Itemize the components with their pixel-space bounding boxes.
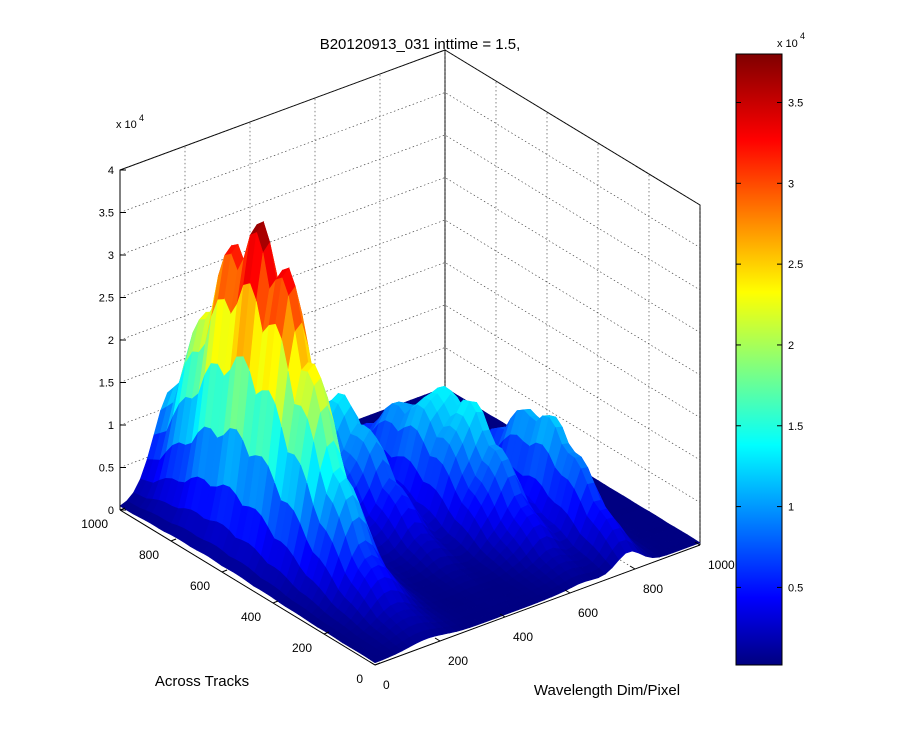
colorbar-tick-label: 2.5 [788, 259, 803, 271]
axes-front [119, 169, 701, 666]
grid-line-z-5 [119, 177, 701, 333]
z-axis: 0 0.5 1 1.5 2 2.5 3 3.5 4 [99, 165, 114, 517]
colorbar-gradient [735, 53, 783, 666]
grid-line-z-7 [119, 92, 701, 248]
colorbar-exponent: 4 [800, 31, 805, 41]
x-axis-label: Wavelength Dim/Pixel [534, 682, 680, 699]
y-tick-label: 1000 [81, 517, 108, 531]
x-tick-mark [369, 661, 376, 666]
grid-line-z-2 [119, 304, 701, 461]
colorbar-multiplier: x 10 [777, 38, 798, 50]
grid-line-x-3 [314, 98, 571, 594]
z-tick-label: 4 [108, 165, 114, 177]
grid-line-y-4 [170, 81, 497, 542]
chart-title: B20120913_031 inttime = 1.5, [320, 36, 521, 53]
z-tick-label: 3.5 [99, 208, 114, 220]
y-tick-label: 0 [356, 672, 363, 686]
y-tick-label: 600 [190, 579, 210, 593]
x-tick-mark [564, 589, 571, 594]
y-axis-label: Across Tracks [155, 673, 249, 690]
x-tick-label: 0 [383, 678, 390, 692]
z-tick-label: 2 [108, 335, 114, 347]
x-tick-mark [629, 565, 636, 570]
y-axis: 0 200 400 600 800 1000 [81, 517, 363, 686]
x-tick-label: 800 [643, 582, 663, 596]
grid-line-z-8 [119, 49, 701, 206]
colorbar-tick-label: 2 [788, 340, 794, 352]
x-tick-label: 600 [578, 606, 598, 620]
y-tick-mark [323, 631, 330, 635]
y-tick-mark [221, 569, 228, 573]
x-axis-line [374, 544, 701, 666]
y-tick-mark [374, 662, 381, 666]
y-tick-label: 200 [292, 641, 312, 655]
grid-line-x-4 [379, 74, 636, 570]
x-tick-label: 200 [448, 654, 468, 668]
grid-line-x-1 [184, 146, 441, 642]
y-tick-mark [119, 507, 126, 511]
x-tick-label: 1000 [708, 558, 735, 572]
z-tick-label: 2.5 [99, 293, 114, 305]
grid-line-z-4 [119, 219, 701, 376]
x-tick-label: 400 [513, 630, 533, 644]
grid-line-y-2 [272, 143, 599, 604]
z-tick-label: 0.5 [99, 463, 114, 475]
colorbar-tick-label: 1 [788, 502, 794, 514]
grid-line-y-1 [323, 174, 650, 635]
x-tick-mark [499, 613, 506, 618]
grid-line-y-3 [221, 112, 548, 573]
colorbar-tick-label: 0.5 [788, 582, 803, 594]
grid-line-y-0 [374, 205, 701, 666]
z-tick-label: 3 [108, 250, 114, 262]
z-axis-exponent: 4 [139, 113, 144, 123]
surface-patch [367, 655, 383, 664]
colorbar-tick-label: 1.5 [788, 421, 803, 433]
x-tick-mark [434, 637, 441, 642]
colorbar-tick-label: 3 [788, 178, 794, 190]
y-tick-mark [272, 600, 279, 604]
z-tick-label: 0 [108, 505, 114, 517]
z-axis-multiplier: x 10 [116, 119, 137, 131]
surface-mesh [119, 221, 701, 664]
y-tick-mark [170, 538, 177, 542]
grid-line-z-6 [119, 134, 701, 291]
grid-line-z-3 [119, 262, 701, 418]
y-tick-label: 400 [241, 610, 261, 624]
colorbar-ticks: 0.5 1 1.5 2 2.5 3 3.5 [736, 98, 803, 594]
x-tick-mark [694, 541, 701, 546]
y-axis-line [119, 509, 376, 666]
colorbar-tick-label: 3.5 [788, 98, 803, 110]
grid-line-y-5 [119, 50, 446, 511]
colorbar: 0.5 1 1.5 2 2.5 3 3.5 x 10 4 [735, 31, 805, 666]
x-axis: 0 200 400 600 800 1000 [383, 558, 735, 692]
y-tick-label: 800 [139, 548, 159, 562]
z-tick-label: 1.5 [99, 378, 114, 390]
grid-line-z-1 [119, 347, 701, 503]
z-tick-label: 1 [108, 420, 114, 432]
